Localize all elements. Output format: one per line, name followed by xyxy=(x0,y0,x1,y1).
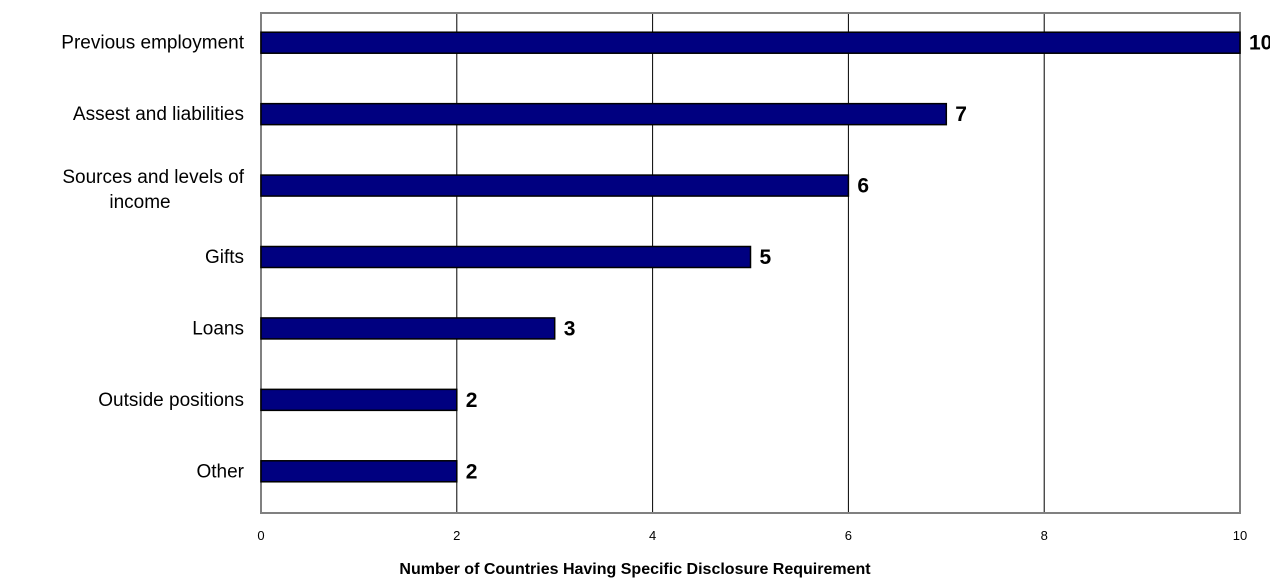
bar xyxy=(260,245,752,269)
x-tick-labels: 0 2 4 6 8 10 xyxy=(257,528,1247,543)
category-label: Sources and levels of income xyxy=(62,167,244,213)
data-label: 2 xyxy=(466,460,478,483)
category-label: Previous employment xyxy=(61,33,244,54)
category-label-line: Assest and liabilities xyxy=(73,104,244,125)
x-tick-label: 8 xyxy=(1041,528,1048,543)
category-label: Loans xyxy=(192,318,244,339)
value-labels: 10 7 6 5 3 2 2 xyxy=(466,32,1270,484)
bar xyxy=(260,174,850,197)
bar xyxy=(260,460,458,483)
category-label-line: Sources and levels of xyxy=(62,167,244,188)
bars xyxy=(260,31,1241,483)
category-label-line: Other xyxy=(196,461,244,482)
data-label: 2 xyxy=(466,389,478,412)
category-labels: Previous employment Assest and liabilitie… xyxy=(61,33,244,483)
x-tick-label: 4 xyxy=(649,528,656,543)
category-label: Assest and liabilities xyxy=(73,104,244,125)
bar xyxy=(260,102,948,126)
category-label: Other xyxy=(196,461,244,482)
data-label: 7 xyxy=(955,103,967,126)
x-tick-label: 10 xyxy=(1233,528,1247,543)
category-label-line: Gifts xyxy=(205,247,244,268)
bar xyxy=(260,388,458,412)
bar xyxy=(260,31,1241,54)
category-label-line: Outside positions xyxy=(98,390,244,411)
category-label: Outside positions xyxy=(98,390,244,411)
category-label-line: Previous employment xyxy=(61,33,244,54)
x-tick-label: 6 xyxy=(845,528,852,543)
x-tick-label: 2 xyxy=(453,528,460,543)
category-label-line: income xyxy=(109,192,170,213)
bar xyxy=(260,317,556,340)
data-label: 3 xyxy=(564,317,576,340)
category-label: Gifts xyxy=(205,247,244,268)
data-label: 5 xyxy=(760,246,772,269)
category-label-line: Loans xyxy=(192,318,244,339)
data-label: 10 xyxy=(1249,32,1270,55)
data-label: 6 xyxy=(857,175,869,198)
x-axis-title: Number of Countries Having Specific Disc… xyxy=(399,561,871,578)
x-tick-label: 0 xyxy=(257,528,264,543)
